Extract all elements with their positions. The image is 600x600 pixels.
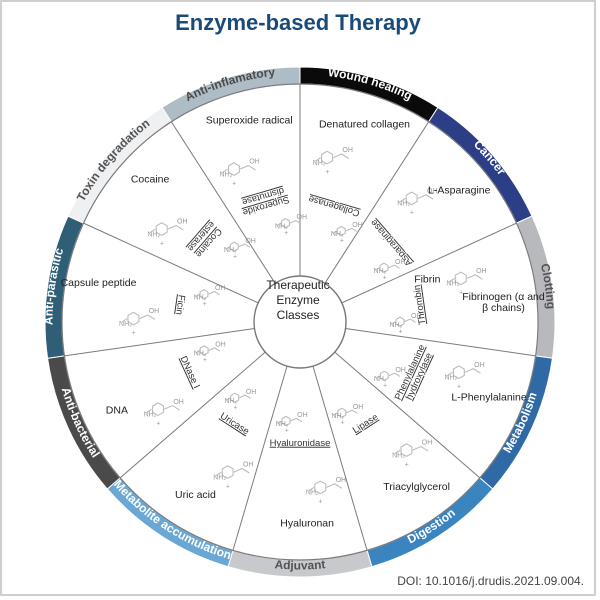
svg-text:OH: OH bbox=[476, 268, 487, 275]
svg-text:+: + bbox=[156, 420, 160, 427]
enzyme-label: Lipase bbox=[351, 412, 381, 436]
substrate-label: Denatured collagen bbox=[319, 119, 410, 131]
sector-content: OHNH₂+OHNH₂+HyaluronanHyaluronidase bbox=[270, 412, 346, 529]
svg-text:+: + bbox=[340, 238, 344, 245]
sector-divider bbox=[346, 329, 536, 356]
sector-content: OHNH₂+OHNH₂+TriacylglycerolLipase bbox=[331, 404, 450, 493]
svg-text:OH: OH bbox=[474, 362, 485, 369]
svg-text:+: + bbox=[325, 169, 329, 176]
svg-text:OH: OH bbox=[353, 404, 364, 411]
svg-text:OH: OH bbox=[173, 399, 184, 406]
svg-text:+: + bbox=[399, 328, 403, 335]
svg-text:OH: OH bbox=[245, 238, 256, 245]
svg-text:OH: OH bbox=[177, 219, 188, 226]
ring-segment bbox=[68, 107, 171, 223]
enzyme-label: DNase I bbox=[178, 354, 202, 390]
substrate-label: Cocaine bbox=[131, 174, 170, 186]
svg-text:NH₂: NH₂ bbox=[313, 160, 326, 167]
enzyme-label: Phenylalaninehydroxylase bbox=[393, 343, 437, 406]
svg-text:+: + bbox=[233, 404, 237, 411]
svg-text:+: + bbox=[132, 330, 136, 337]
substrate-label: Superoxide radical bbox=[206, 115, 293, 127]
substrate-label: Hyaluronan bbox=[280, 518, 334, 530]
substrate-label: Fibrinogen (α andβ chains) bbox=[462, 291, 545, 314]
sector-content: OHNH₂+OHNH₂+L-PhenylalaninePhenylalanine… bbox=[374, 343, 527, 406]
doi-text: DOI: 10.1016/j.drudis.2021.09.004. bbox=[397, 574, 584, 588]
svg-text:NH₂: NH₂ bbox=[444, 374, 457, 381]
svg-text:OH: OH bbox=[352, 222, 363, 229]
sector-content: OH NH₂ + OH NH₂ + Denatured collagen Collagenas… bbox=[307, 119, 410, 245]
svg-text:+: + bbox=[203, 301, 207, 308]
svg-text:+: + bbox=[383, 274, 387, 281]
svg-text:NH₂: NH₂ bbox=[119, 321, 132, 328]
page-title: Enzyme-based Therapy bbox=[2, 10, 594, 36]
svg-text:OH: OH bbox=[243, 462, 254, 469]
sector-content: OHNH₂+OHNH₂+Uric acidUricase bbox=[175, 389, 256, 501]
enzyme-label: Collagenase bbox=[307, 193, 361, 218]
svg-text:NH₂: NH₂ bbox=[147, 231, 160, 238]
center-line1: Therapeutic bbox=[266, 278, 329, 292]
svg-text:OH: OH bbox=[246, 389, 257, 396]
enzyme-label: Superoxidedismutase bbox=[238, 184, 290, 218]
svg-text:OH: OH bbox=[215, 342, 226, 349]
enzyme-label: Ficin bbox=[173, 294, 187, 315]
substrate-label: Capsule peptide bbox=[61, 277, 137, 289]
enzyme-label: Cocaineesterase bbox=[185, 219, 225, 260]
svg-text:OH: OH bbox=[149, 308, 160, 315]
svg-text:+: + bbox=[383, 382, 387, 389]
svg-text:+: + bbox=[284, 230, 288, 237]
svg-text:+: + bbox=[203, 357, 207, 364]
segment-label: Toxin degradation bbox=[74, 116, 153, 204]
svg-text:OH: OH bbox=[215, 285, 226, 292]
sector-content: OHNH₂+OHNH₂+Superoxide radicalSuperoxide… bbox=[206, 115, 307, 237]
svg-text:+: + bbox=[226, 483, 230, 490]
enzyme-label: Uricase bbox=[218, 411, 251, 438]
sector-content: OHNH₂+OHNH₂+Fibrinogen (α andβ chains)Fi… bbox=[390, 268, 545, 335]
enzyme-label: Asparaginase bbox=[368, 217, 414, 268]
svg-text:+: + bbox=[341, 419, 345, 426]
svg-text:+: + bbox=[233, 253, 237, 260]
substrate-label: Uric acid bbox=[175, 489, 216, 501]
substrate-label: Triacylglycerol bbox=[383, 481, 450, 493]
svg-text:+: + bbox=[410, 210, 414, 217]
svg-text:OH: OH bbox=[422, 440, 433, 447]
substrate-label: DNA bbox=[106, 404, 128, 416]
sector-divider bbox=[64, 329, 254, 356]
svg-text:NH₂: NH₂ bbox=[397, 201, 410, 208]
svg-text:OH: OH bbox=[297, 214, 308, 221]
sector-content: OHNH₂+OHNH₂+CocaineCocaineesterase bbox=[131, 174, 256, 261]
sector-divider bbox=[84, 223, 259, 303]
svg-text:OH: OH bbox=[249, 159, 260, 166]
svg-text:NH₂: NH₂ bbox=[213, 474, 226, 481]
svg-text:+: + bbox=[232, 180, 236, 187]
ring-segment bbox=[429, 107, 532, 223]
sector-divider bbox=[233, 366, 287, 550]
svg-text:+: + bbox=[285, 428, 289, 435]
svg-text:+: + bbox=[160, 240, 164, 247]
sector-content: OHNH₂+OHNH₂+DNADNase I bbox=[106, 342, 226, 428]
substrate-label: L-Asparagine bbox=[428, 184, 491, 196]
svg-text:NH₂: NH₂ bbox=[392, 452, 405, 459]
sector-content: OHNH₂+OHNH₂+L-AsparagineAsparaginase bbox=[368, 184, 490, 281]
svg-text:OH: OH bbox=[336, 477, 347, 484]
sector-content: OHNH₂+OHNH₂+Capsule peptideFicin bbox=[61, 277, 226, 337]
secondary-label: Fibrin bbox=[414, 274, 440, 286]
svg-text:+: + bbox=[405, 461, 409, 468]
center-line3: Classes bbox=[277, 308, 320, 322]
svg-text:OH: OH bbox=[297, 412, 308, 419]
svg-text:NH₂: NH₂ bbox=[446, 281, 459, 288]
substrate-label: L-Phenylalanine bbox=[451, 391, 526, 403]
enzyme-label: Hyaluronidase bbox=[270, 438, 331, 449]
svg-text:+: + bbox=[319, 499, 323, 506]
svg-text:OH: OH bbox=[342, 147, 353, 154]
center-line2: Enzyme bbox=[276, 293, 319, 307]
svg-text:NH₂: NH₂ bbox=[306, 490, 319, 497]
svg-text:NH₂: NH₂ bbox=[220, 171, 233, 178]
svg-text:NH₂: NH₂ bbox=[144, 411, 157, 418]
svg-text:+: + bbox=[457, 383, 461, 390]
center-label: Therapeutic Enzyme Classes bbox=[248, 278, 348, 323]
